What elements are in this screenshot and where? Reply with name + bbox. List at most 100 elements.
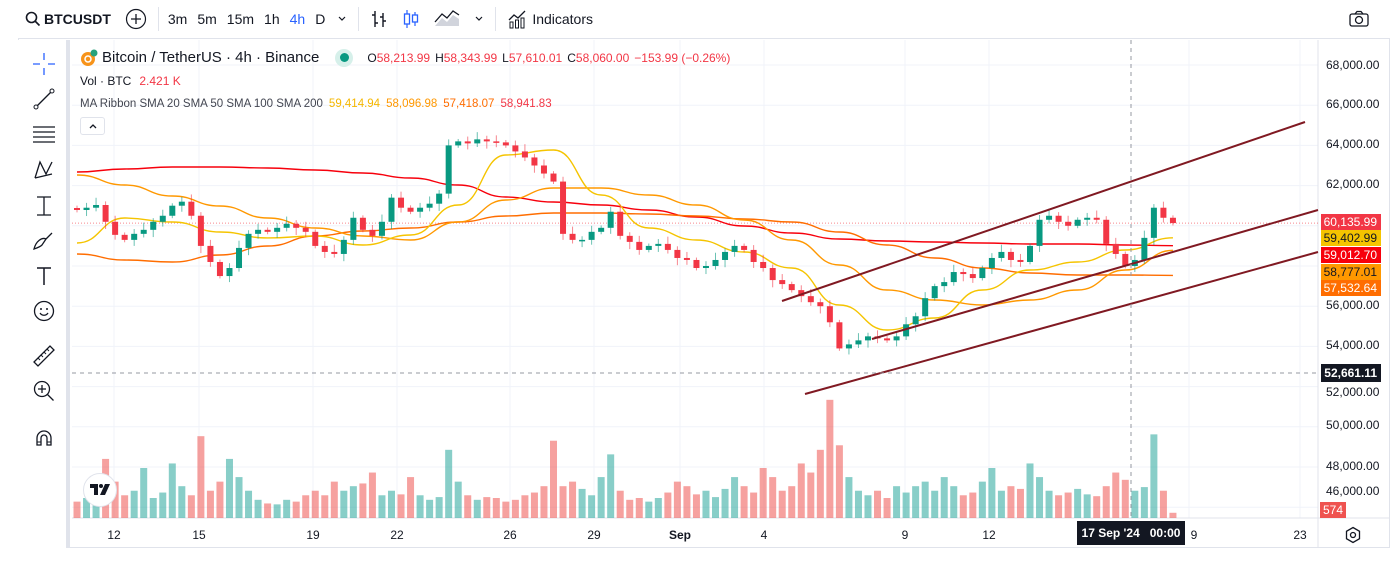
candle-body bbox=[493, 141, 500, 143]
date-tick: 12 bbox=[982, 528, 996, 542]
candle-body bbox=[302, 227, 309, 232]
chart-settings-button[interactable] bbox=[1344, 526, 1362, 549]
volume-bar bbox=[1055, 495, 1063, 518]
volume-bar bbox=[750, 492, 758, 518]
volume-bar bbox=[731, 477, 739, 518]
volume-bar bbox=[616, 490, 624, 518]
tradingview-logo[interactable] bbox=[83, 473, 117, 507]
close-label: C bbox=[567, 50, 576, 65]
trend-channel[interactable] bbox=[781, 121, 1319, 395]
candle-body bbox=[855, 340, 862, 345]
timeframe-3m[interactable]: 3m bbox=[167, 11, 188, 27]
horizontal-lines-tool[interactable] bbox=[30, 120, 58, 148]
sma200-price-label: 59,012.70 bbox=[1321, 247, 1381, 263]
volume-bar bbox=[426, 499, 434, 518]
candle-body bbox=[579, 239, 586, 242]
timeframe-1h[interactable]: 1h bbox=[264, 11, 280, 27]
volume-row: Vol · BTC 2.421 K bbox=[80, 69, 730, 92]
candle-body bbox=[197, 215, 204, 246]
volume-bar bbox=[416, 495, 424, 518]
symbol-label: BTCUSDT bbox=[44, 11, 111, 27]
timeframe-dropdown[interactable] bbox=[330, 0, 354, 38]
candle-body bbox=[769, 268, 776, 281]
ma-ribbon bbox=[76, 149, 1173, 331]
candle-body bbox=[569, 233, 576, 240]
crosshair-tool[interactable] bbox=[30, 50, 58, 78]
snapshot-button[interactable] bbox=[1342, 0, 1376, 38]
sma50-line bbox=[76, 174, 1173, 306]
price-tick: 54,000.00 bbox=[1326, 338, 1380, 352]
high-value: 58,343.99 bbox=[443, 50, 498, 65]
volume-bar bbox=[854, 490, 862, 518]
text-tool[interactable] bbox=[30, 262, 58, 290]
volume-bar bbox=[368, 472, 376, 518]
candle-body bbox=[588, 231, 595, 240]
timeframe-D[interactable]: D bbox=[315, 11, 326, 27]
volume-bar bbox=[407, 477, 415, 518]
brush-icon bbox=[33, 232, 53, 250]
pattern-icon bbox=[34, 160, 53, 179]
volume-bar bbox=[578, 488, 586, 518]
low-label: L bbox=[502, 50, 509, 65]
indicators-label: Indicators bbox=[532, 11, 594, 27]
projection-icon bbox=[37, 196, 51, 216]
emoji-icon bbox=[33, 300, 55, 322]
volume-bar bbox=[83, 498, 91, 518]
volume-bar bbox=[702, 490, 710, 518]
volume-bar bbox=[264, 503, 272, 518]
bar-chart-button[interactable] bbox=[363, 0, 395, 38]
volume-bar bbox=[311, 490, 319, 518]
emoji-tool[interactable] bbox=[30, 297, 58, 325]
candle-body bbox=[1150, 207, 1157, 238]
text-icon bbox=[37, 267, 51, 285]
symbol-search-button[interactable]: BTCUSDT bbox=[18, 0, 118, 38]
volume-bar bbox=[559, 486, 567, 518]
volume-bar bbox=[1150, 434, 1158, 518]
sma100-price-label: 57,532.64 bbox=[1321, 280, 1381, 296]
volume-bar bbox=[912, 486, 920, 518]
crosshair-icon bbox=[33, 53, 55, 75]
magnet-tool[interactable] bbox=[30, 427, 58, 455]
add-symbol-button[interactable] bbox=[118, 0, 154, 38]
candle-body bbox=[512, 145, 519, 152]
ruler-tool[interactable] bbox=[30, 342, 58, 370]
volume-bar bbox=[673, 481, 681, 518]
volume-bar bbox=[712, 497, 720, 518]
area-chart-button[interactable] bbox=[427, 0, 467, 38]
volume-bar bbox=[835, 445, 843, 518]
volume-bar bbox=[874, 490, 882, 518]
volume-bar bbox=[187, 495, 195, 518]
volume-bar bbox=[883, 498, 891, 518]
candle-body bbox=[321, 245, 328, 252]
indicators-button[interactable]: Indicators bbox=[500, 0, 600, 38]
candles bbox=[74, 132, 1176, 355]
timeframe-4h[interactable]: 4h bbox=[289, 11, 306, 27]
zoom-in-tool[interactable] bbox=[30, 377, 58, 405]
candle-body bbox=[655, 243, 662, 246]
volume-bar bbox=[1016, 488, 1024, 518]
volume-bar bbox=[664, 492, 672, 518]
candle-body bbox=[531, 157, 538, 166]
trend-line-tool[interactable] bbox=[30, 85, 58, 113]
candle-body bbox=[693, 259, 700, 269]
volume-last-label: 574 bbox=[1320, 502, 1346, 518]
candle-body bbox=[1055, 215, 1062, 222]
timeframe-15m[interactable]: 15m bbox=[226, 11, 255, 27]
volume-bar bbox=[1007, 486, 1015, 518]
candles-button[interactable] bbox=[395, 0, 427, 38]
brush-tool[interactable] bbox=[30, 227, 58, 255]
candle-body bbox=[131, 233, 138, 240]
pattern-tool[interactable] bbox=[30, 156, 58, 184]
volume-bar bbox=[464, 495, 472, 518]
volume-bar bbox=[816, 449, 824, 518]
projection-tool[interactable] bbox=[30, 192, 58, 220]
volume-bar bbox=[521, 495, 529, 518]
candle-body bbox=[779, 280, 786, 285]
volume-bar bbox=[140, 468, 148, 518]
timeframe-5m[interactable]: 5m bbox=[197, 11, 217, 27]
chart-type-dropdown[interactable] bbox=[467, 0, 491, 38]
collapse-legend-button[interactable] bbox=[80, 117, 105, 135]
candle-body bbox=[922, 298, 929, 317]
volume-bar bbox=[931, 490, 939, 518]
